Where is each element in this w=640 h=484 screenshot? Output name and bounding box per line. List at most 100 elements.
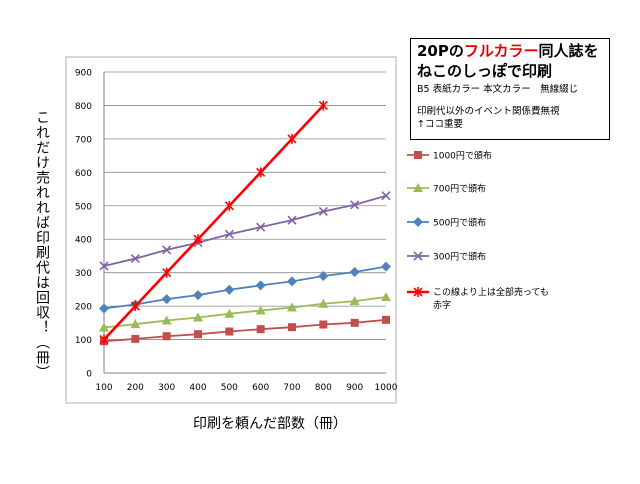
y-tick-label: 400 <box>75 236 92 246</box>
series-2 <box>99 292 391 332</box>
data-point <box>381 292 391 302</box>
data-point <box>99 303 109 314</box>
data-point <box>349 296 360 306</box>
data-point <box>256 222 266 232</box>
annotation-title-rest: 同人誌を <box>538 42 599 60</box>
data-point-stroke <box>413 251 423 261</box>
legend-label: 1000円で頒布 <box>433 150 492 162</box>
legend-label: 300円で頒布 <box>433 251 486 263</box>
data-point <box>287 276 297 287</box>
y-tick-label: 0 <box>86 370 92 380</box>
data-point <box>130 319 141 329</box>
data-point <box>287 215 297 225</box>
data-point <box>194 330 202 339</box>
data-point-stroke <box>162 245 172 255</box>
data-point <box>413 287 423 297</box>
data-point <box>162 245 172 255</box>
series-line <box>103 104 325 341</box>
annotation-remark-line2: ↑ココ重要 <box>417 119 463 130</box>
series-5 <box>99 100 328 345</box>
legend-label: 赤字 <box>433 299 451 311</box>
data-point <box>318 298 329 308</box>
series-line <box>103 318 387 343</box>
data-point <box>382 315 390 324</box>
annotation-prefix: 20P <box>417 42 449 60</box>
y-tick-label: 700 <box>75 135 92 145</box>
data-point <box>350 318 359 327</box>
annotation-title-line2: ねこのしっぽで印刷 <box>417 62 553 80</box>
x-axis-label: 印刷を頼んだ部数（冊） <box>193 416 347 432</box>
y-tick-label: 100 <box>75 336 92 346</box>
y-tick-label: 500 <box>75 202 92 212</box>
legend-entry: 300円で頒布 <box>407 251 486 263</box>
chart-frame <box>65 56 397 404</box>
data-point <box>255 280 266 291</box>
data-point <box>288 323 296 332</box>
data-point <box>224 308 235 318</box>
series-line <box>103 265 387 310</box>
gridlines <box>104 71 386 340</box>
data-point <box>99 322 109 332</box>
data-point-stroke <box>224 229 234 239</box>
x-tick-label: 1000 <box>375 383 398 393</box>
legend-entry: 700円で頒布 <box>407 183 486 195</box>
series-4 <box>99 191 391 271</box>
data-point <box>256 325 265 334</box>
data-point <box>99 261 109 271</box>
data-point <box>381 261 391 272</box>
data-point <box>255 305 266 315</box>
x-tick-label: 500 <box>221 383 238 393</box>
legend-label: 700円で頒布 <box>433 183 486 195</box>
x-tick-label: 400 <box>189 383 206 393</box>
data-point <box>287 133 297 144</box>
data-point <box>193 312 203 322</box>
data-point <box>381 191 391 201</box>
series-layer <box>99 100 391 346</box>
annotation-remark-line1: 印刷代以外のイベント関係費無視 <box>417 106 560 117</box>
data-point <box>319 320 328 329</box>
data-point <box>162 267 172 278</box>
y-tick-label: 300 <box>75 269 92 279</box>
legend-entry: 1000円で頒布 <box>407 150 492 162</box>
data-point-stroke <box>287 215 297 225</box>
data-point <box>193 290 203 301</box>
x-tick-label: 900 <box>346 383 363 393</box>
y-axis-label: これだけ売れれば印刷代は回収！（冊） <box>34 110 50 380</box>
annotation-spec: B5 表紙カラー 本文カラー 無線綴じ <box>417 84 579 95</box>
data-point-stroke <box>99 261 109 271</box>
x-tick-label: 600 <box>252 383 269 393</box>
legend-label: 500円で頒布 <box>433 217 486 229</box>
annotation-box: 20Pのフルカラー同人誌を ねこのしっぽで印刷 B5 表紙カラー 本文カラー 無… <box>410 38 610 140</box>
annotation-highlight: フルカラー <box>463 42 539 60</box>
data-point <box>256 167 266 178</box>
x-tick-label: 800 <box>315 383 332 393</box>
data-point <box>193 234 203 245</box>
y-tick-label: 900 <box>75 69 92 79</box>
data-point <box>130 301 140 312</box>
data-point <box>224 284 235 295</box>
data-point <box>414 151 422 159</box>
y-tick-label: 600 <box>75 169 92 179</box>
data-point <box>349 266 360 277</box>
data-point-stroke <box>130 254 140 264</box>
data-point <box>287 302 297 312</box>
data-point <box>161 315 172 325</box>
annotation-title-line1: 20Pのフルカラー同人誌を <box>417 42 599 60</box>
series-line <box>103 296 387 329</box>
data-point-stroke <box>318 206 328 217</box>
data-point <box>161 294 172 305</box>
legend: 1000円で頒布 700円で頒布 500円で頒布 300円で頒布この線より上は全部売っ… <box>407 150 549 311</box>
legend-label: この線より上は全部売っても <box>433 286 549 298</box>
data-point <box>224 200 234 211</box>
annotation-remark: 印刷代以外のイベント関係費無視 ↑ココ重要 <box>417 105 603 131</box>
data-point <box>130 254 140 264</box>
x-tick-label: 300 <box>158 383 175 393</box>
data-point <box>318 100 328 111</box>
legend-entry: 500円で頒布 <box>407 217 486 229</box>
series-line <box>103 194 387 267</box>
data-point <box>224 229 234 239</box>
